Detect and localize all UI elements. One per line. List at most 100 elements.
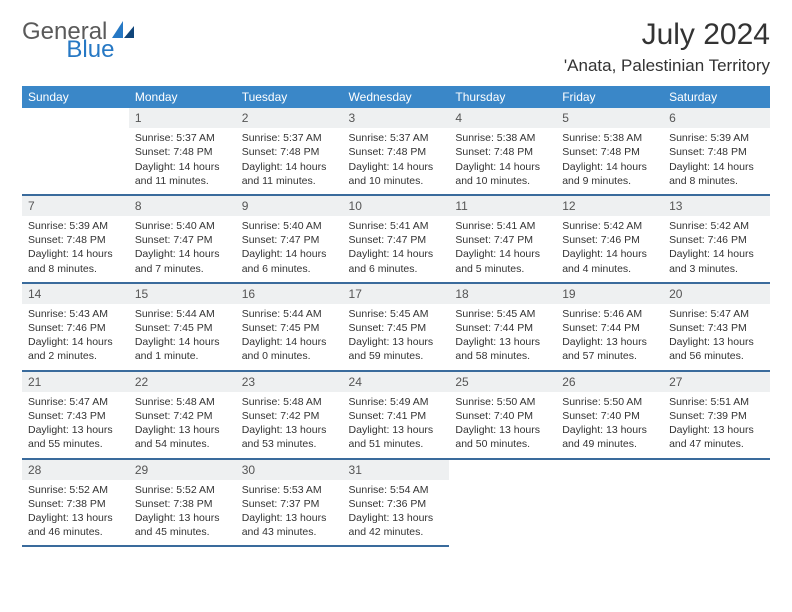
calendar-day-cell: 6Sunrise: 5:39 AMSunset: 7:48 PMDaylight… <box>663 108 770 195</box>
calendar-day-cell: 21Sunrise: 5:47 AMSunset: 7:43 PMDayligh… <box>22 371 129 459</box>
day-info: Sunrise: 5:44 AMSunset: 7:45 PMDaylight:… <box>236 304 343 370</box>
calendar-day-cell: 8Sunrise: 5:40 AMSunset: 7:47 PMDaylight… <box>129 195 236 283</box>
weekday-header: Wednesday <box>343 86 450 108</box>
day-info: Sunrise: 5:47 AMSunset: 7:43 PMDaylight:… <box>663 304 770 370</box>
day-info: Sunrise: 5:43 AMSunset: 7:46 PMDaylight:… <box>22 304 129 370</box>
calendar-day-cell <box>449 459 556 547</box>
day-info: Sunrise: 5:41 AMSunset: 7:47 PMDaylight:… <box>343 216 450 282</box>
logo-sail-icon <box>112 21 134 44</box>
weekday-header: Tuesday <box>236 86 343 108</box>
day-info: Sunrise: 5:50 AMSunset: 7:40 PMDaylight:… <box>556 392 663 458</box>
day-number: 14 <box>22 284 129 304</box>
calendar-day-cell: 15Sunrise: 5:44 AMSunset: 7:45 PMDayligh… <box>129 283 236 371</box>
day-number: 5 <box>556 108 663 128</box>
calendar-day-cell: 17Sunrise: 5:45 AMSunset: 7:45 PMDayligh… <box>343 283 450 371</box>
day-number: 16 <box>236 284 343 304</box>
day-info: Sunrise: 5:42 AMSunset: 7:46 PMDaylight:… <box>663 216 770 282</box>
weekday-header: Sunday <box>22 86 129 108</box>
calendar-day-cell: 27Sunrise: 5:51 AMSunset: 7:39 PMDayligh… <box>663 371 770 459</box>
calendar-day-cell: 28Sunrise: 5:52 AMSunset: 7:38 PMDayligh… <box>22 459 129 547</box>
weekday-header: Saturday <box>663 86 770 108</box>
calendar-day-cell: 18Sunrise: 5:45 AMSunset: 7:44 PMDayligh… <box>449 283 556 371</box>
calendar-table: SundayMondayTuesdayWednesdayThursdayFrid… <box>22 86 770 547</box>
day-number: 30 <box>236 460 343 480</box>
calendar-day-cell: 12Sunrise: 5:42 AMSunset: 7:46 PMDayligh… <box>556 195 663 283</box>
title-block: July 2024 'Anata, Palestinian Territory <box>564 18 770 76</box>
day-number: 6 <box>663 108 770 128</box>
calendar-day-cell: 5Sunrise: 5:38 AMSunset: 7:48 PMDaylight… <box>556 108 663 195</box>
day-number: 27 <box>663 372 770 392</box>
day-info: Sunrise: 5:37 AMSunset: 7:48 PMDaylight:… <box>236 128 343 194</box>
day-number: 11 <box>449 196 556 216</box>
calendar-day-cell: 13Sunrise: 5:42 AMSunset: 7:46 PMDayligh… <box>663 195 770 283</box>
calendar-day-cell <box>556 459 663 547</box>
day-number: 8 <box>129 196 236 216</box>
logo: General Blue <box>22 18 186 46</box>
calendar-week-row: 21Sunrise: 5:47 AMSunset: 7:43 PMDayligh… <box>22 371 770 459</box>
calendar-day-cell: 3Sunrise: 5:37 AMSunset: 7:48 PMDaylight… <box>343 108 450 195</box>
day-number: 28 <box>22 460 129 480</box>
day-info: Sunrise: 5:48 AMSunset: 7:42 PMDaylight:… <box>236 392 343 458</box>
calendar-day-cell: 20Sunrise: 5:47 AMSunset: 7:43 PMDayligh… <box>663 283 770 371</box>
day-info: Sunrise: 5:54 AMSunset: 7:36 PMDaylight:… <box>343 480 450 546</box>
calendar-day-cell: 24Sunrise: 5:49 AMSunset: 7:41 PMDayligh… <box>343 371 450 459</box>
day-number: 23 <box>236 372 343 392</box>
day-info: Sunrise: 5:45 AMSunset: 7:44 PMDaylight:… <box>449 304 556 370</box>
day-info: Sunrise: 5:46 AMSunset: 7:44 PMDaylight:… <box>556 304 663 370</box>
day-number: 22 <box>129 372 236 392</box>
day-number: 19 <box>556 284 663 304</box>
calendar-day-cell: 11Sunrise: 5:41 AMSunset: 7:47 PMDayligh… <box>449 195 556 283</box>
day-info: Sunrise: 5:39 AMSunset: 7:48 PMDaylight:… <box>663 128 770 194</box>
day-number: 13 <box>663 196 770 216</box>
calendar-day-cell: 30Sunrise: 5:53 AMSunset: 7:37 PMDayligh… <box>236 459 343 547</box>
day-info: Sunrise: 5:45 AMSunset: 7:45 PMDaylight:… <box>343 304 450 370</box>
day-number: 2 <box>236 108 343 128</box>
calendar-day-cell: 14Sunrise: 5:43 AMSunset: 7:46 PMDayligh… <box>22 283 129 371</box>
weekday-header: Thursday <box>449 86 556 108</box>
day-info: Sunrise: 5:51 AMSunset: 7:39 PMDaylight:… <box>663 392 770 458</box>
location: 'Anata, Palestinian Territory <box>564 56 770 76</box>
day-number: 10 <box>343 196 450 216</box>
day-number: 18 <box>449 284 556 304</box>
calendar-day-cell: 26Sunrise: 5:50 AMSunset: 7:40 PMDayligh… <box>556 371 663 459</box>
day-number: 12 <box>556 196 663 216</box>
header: General Blue July 2024 'Anata, Palestini… <box>22 18 770 76</box>
day-number: 9 <box>236 196 343 216</box>
day-info: Sunrise: 5:48 AMSunset: 7:42 PMDaylight:… <box>129 392 236 458</box>
calendar-day-cell: 19Sunrise: 5:46 AMSunset: 7:44 PMDayligh… <box>556 283 663 371</box>
calendar-day-cell: 25Sunrise: 5:50 AMSunset: 7:40 PMDayligh… <box>449 371 556 459</box>
day-info: Sunrise: 5:41 AMSunset: 7:47 PMDaylight:… <box>449 216 556 282</box>
day-number: 21 <box>22 372 129 392</box>
day-info: Sunrise: 5:39 AMSunset: 7:48 PMDaylight:… <box>22 216 129 282</box>
day-info: Sunrise: 5:40 AMSunset: 7:47 PMDaylight:… <box>236 216 343 282</box>
day-info: Sunrise: 5:53 AMSunset: 7:37 PMDaylight:… <box>236 480 343 546</box>
logo-text-blue: Blue <box>66 36 114 64</box>
calendar-day-cell: 31Sunrise: 5:54 AMSunset: 7:36 PMDayligh… <box>343 459 450 547</box>
calendar-day-cell: 7Sunrise: 5:39 AMSunset: 7:48 PMDaylight… <box>22 195 129 283</box>
weekday-header: Monday <box>129 86 236 108</box>
day-info: Sunrise: 5:37 AMSunset: 7:48 PMDaylight:… <box>343 128 450 194</box>
calendar-week-row: 7Sunrise: 5:39 AMSunset: 7:48 PMDaylight… <box>22 195 770 283</box>
day-number: 4 <box>449 108 556 128</box>
day-info: Sunrise: 5:52 AMSunset: 7:38 PMDaylight:… <box>22 480 129 546</box>
day-number: 24 <box>343 372 450 392</box>
calendar-week-row: 14Sunrise: 5:43 AMSunset: 7:46 PMDayligh… <box>22 283 770 371</box>
calendar-week-row: 28Sunrise: 5:52 AMSunset: 7:38 PMDayligh… <box>22 459 770 547</box>
day-info: Sunrise: 5:40 AMSunset: 7:47 PMDaylight:… <box>129 216 236 282</box>
calendar-day-cell: 1Sunrise: 5:37 AMSunset: 7:48 PMDaylight… <box>129 108 236 195</box>
day-info: Sunrise: 5:50 AMSunset: 7:40 PMDaylight:… <box>449 392 556 458</box>
day-info: Sunrise: 5:52 AMSunset: 7:38 PMDaylight:… <box>129 480 236 546</box>
calendar-day-cell: 29Sunrise: 5:52 AMSunset: 7:38 PMDayligh… <box>129 459 236 547</box>
day-number: 25 <box>449 372 556 392</box>
day-number: 17 <box>343 284 450 304</box>
day-info: Sunrise: 5:49 AMSunset: 7:41 PMDaylight:… <box>343 392 450 458</box>
calendar-body: 1Sunrise: 5:37 AMSunset: 7:48 PMDaylight… <box>22 108 770 546</box>
day-info: Sunrise: 5:42 AMSunset: 7:46 PMDaylight:… <box>556 216 663 282</box>
calendar-day-cell <box>22 108 129 195</box>
day-number: 1 <box>129 108 236 128</box>
calendar-day-cell: 23Sunrise: 5:48 AMSunset: 7:42 PMDayligh… <box>236 371 343 459</box>
calendar-day-cell <box>663 459 770 547</box>
day-info: Sunrise: 5:44 AMSunset: 7:45 PMDaylight:… <box>129 304 236 370</box>
day-info: Sunrise: 5:38 AMSunset: 7:48 PMDaylight:… <box>449 128 556 194</box>
day-number: 26 <box>556 372 663 392</box>
